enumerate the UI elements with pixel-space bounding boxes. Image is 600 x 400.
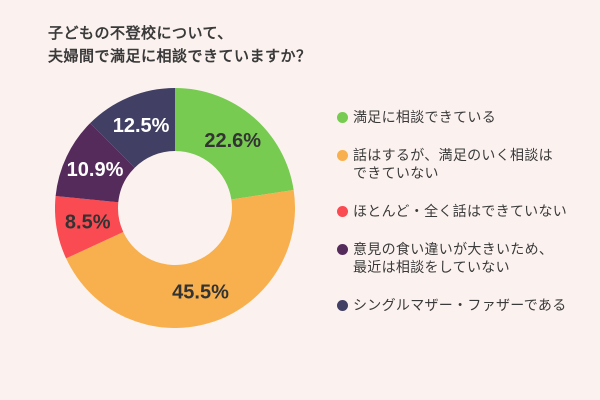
- chart-title: 子どもの不登校について、 夫婦間で満足に相談できていますか？: [48, 22, 312, 68]
- legend-dot-icon: [337, 206, 348, 217]
- legend-dot-icon: [337, 150, 348, 161]
- slice-value-label-3: 10.9%: [67, 159, 124, 181]
- donut-slice-4: [90, 88, 175, 168]
- legend-label: 話はするが、満足のいく相談は できていない: [353, 147, 553, 181]
- donut-chart: 22.6% 45.5% 8.5% 10.9% 12.5%: [55, 88, 295, 328]
- legend-dot-icon: [337, 300, 348, 311]
- legend-dot-icon: [337, 244, 348, 255]
- legend-label: 意見の食い違いが大きいため、 最近は相談をしていない: [353, 241, 554, 275]
- donut-slice-0: [175, 88, 294, 200]
- chart-title-line1: 子どもの不登校について、: [48, 25, 233, 42]
- legend-item-2: ほとんど・全く話はできていない: [337, 202, 577, 220]
- slice-value-label-0: 22.6%: [204, 130, 261, 152]
- legend-item-3: 意見の食い違いが大きいため、 最近は相談をしていない: [337, 240, 577, 276]
- chart-title-line2: 夫婦間で満足に相談できていますか？: [48, 48, 312, 65]
- legend-item-4: シングルマザー・ファザーである: [337, 296, 577, 314]
- legend: 満足に相談できている話はするが、満足のいく相談は できていないほとんど・全く話はで…: [337, 108, 577, 314]
- slice-value-label-2: 8.5%: [65, 212, 111, 234]
- legend-label: ほとんど・全く話はできていない: [353, 203, 568, 219]
- legend-label: 満足に相談できている: [353, 109, 496, 125]
- slice-value-label-4: 12.5%: [113, 115, 170, 137]
- legend-item-1: 話はするが、満足のいく相談は できていない: [337, 146, 577, 182]
- slice-value-label-1: 45.5%: [172, 282, 229, 304]
- donut-slice-3: [55, 123, 135, 203]
- legend-dot-icon: [337, 112, 348, 123]
- legend-item-0: 満足に相談できている: [337, 108, 577, 126]
- legend-label: シングルマザー・ファザーである: [353, 297, 567, 313]
- donut-slice-1: [66, 189, 295, 328]
- donut-slice-2: [55, 195, 124, 259]
